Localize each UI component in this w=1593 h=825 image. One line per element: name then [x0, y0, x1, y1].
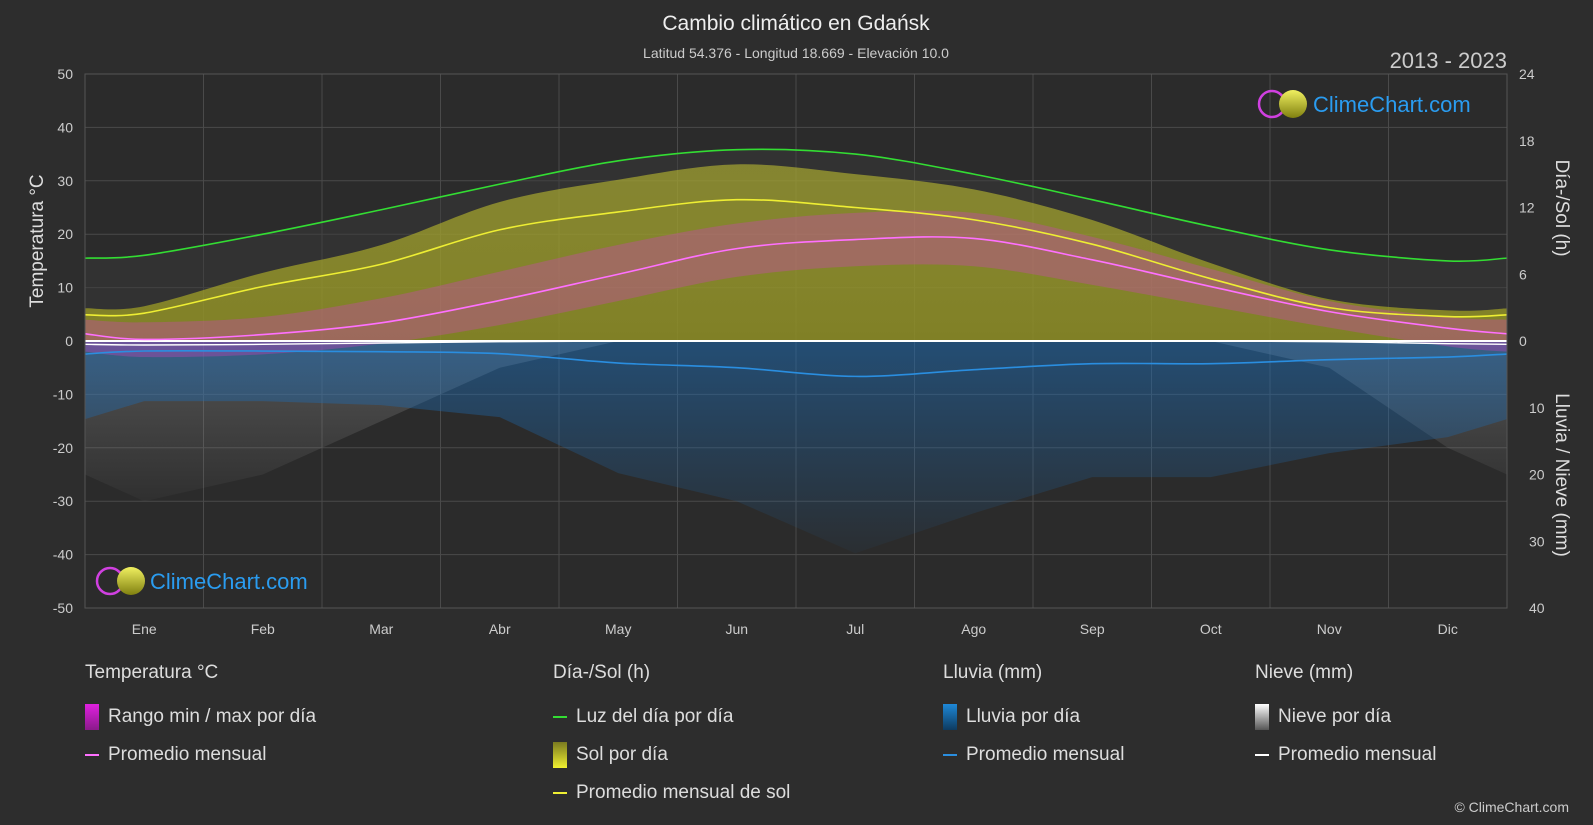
tick-label: 6: [1519, 266, 1527, 282]
rain-area: [85, 341, 1507, 554]
legend-group-snow: Nieve (mm) Nieve por día Promedio mensua…: [1255, 660, 1436, 774]
legend-item: Promedio mensual: [85, 736, 316, 774]
legend-swatch: [85, 754, 99, 756]
right-axis-hours-label: Día-/Sol (h): [1551, 159, 1572, 256]
legend: Temperatura °C Rango min / max por día P…: [0, 660, 1593, 810]
snow-avg-line: [84, 340, 1508, 346]
month-labels: Ene Feb Mar Abr May Jun Jul Ago Sep Oct Nov Dic: [132, 621, 1458, 637]
tick-label: 20: [57, 226, 73, 242]
legend-group-temperature: Temperatura °C Rango min / max por día P…: [85, 660, 316, 774]
legend-title: Temperatura °C: [85, 662, 219, 683]
legend-swatch: [553, 742, 567, 768]
tick-label: -40: [53, 547, 73, 563]
legend-title: Lluvia (mm): [943, 662, 1043, 683]
temperature-avg-line: [84, 236, 1508, 341]
right-axis-precip-ticks: 10 20 30 40: [1529, 400, 1545, 616]
tick-label: -20: [53, 440, 73, 456]
month-label: Sep: [1080, 621, 1105, 637]
legend-title: Nieve (mm): [1255, 662, 1354, 683]
legend-swatch: [943, 704, 957, 730]
brand-text-bottom: ClimeChart.com: [150, 569, 308, 594]
legend-label: Promedio mensual: [1278, 744, 1437, 765]
legend-label: Rango min / max por día: [108, 706, 317, 727]
legend-swatch: [85, 704, 99, 730]
legend-swatch: [553, 716, 567, 718]
month-label: Ago: [961, 621, 986, 637]
legend-group-daylight-sun: Día-/Sol (h) Luz del día por día Sol por…: [553, 660, 790, 812]
sun-area: [85, 164, 1507, 341]
month-label: Abr: [489, 621, 511, 637]
chart-title: Cambio climático en Gdańsk: [662, 12, 930, 35]
legend-swatch: [1255, 754, 1269, 756]
tick-label: 20: [1529, 467, 1545, 483]
tick-label: 18: [1519, 133, 1535, 149]
legend-swatch: [943, 754, 957, 756]
tick-label: 30: [1529, 533, 1545, 549]
legend-item: Lluvia por día: [943, 698, 1124, 736]
legend-label: Luz del día por día: [576, 706, 734, 727]
tick-label: 0: [1519, 333, 1527, 349]
month-label: Nov: [1317, 621, 1342, 637]
tick-label: 24: [1519, 66, 1535, 82]
tick-label: -30: [53, 493, 73, 509]
right-axis-hours-ticks: 24 18 12 6 0: [1519, 66, 1535, 349]
brand-text-top: ClimeChart.com: [1313, 92, 1471, 117]
legend-item: Promedio mensual: [943, 736, 1124, 774]
month-label: Jun: [725, 621, 748, 637]
temp-range-area: [85, 210, 1507, 358]
logo-sun-icon: [1279, 90, 1307, 118]
legend-item: Promedio mensual de sol: [553, 774, 790, 812]
rain-avg-line: [84, 349, 1508, 378]
tick-label: 12: [1519, 200, 1535, 216]
brand-logo-top: ClimeChart.com: [1257, 89, 1471, 119]
year-range: 2013 - 2023: [1390, 48, 1507, 73]
legend-title: Día-/Sol (h): [553, 662, 651, 683]
legend-label: Lluvia por día: [966, 706, 1081, 727]
logo-sun-icon: [117, 567, 145, 595]
legend-item: Luz del día por día: [553, 698, 790, 736]
month-label: May: [605, 621, 631, 637]
climate-chart: Cambio climático en Gdańsk Latitud 54.37…: [27, 12, 1572, 637]
tick-label: 0: [65, 333, 73, 349]
plot-border: [84, 73, 1508, 609]
legend-label: Sol por día: [576, 744, 668, 765]
daylight-line: [84, 148, 1508, 262]
copyright: © ClimeChart.com: [1454, 799, 1569, 815]
plot-area: [84, 73, 1508, 609]
month-label: Jul: [846, 621, 864, 637]
left-axis-ticks: 50 40 30 20 10 0 -10 -20 -30 -40 -50: [53, 66, 73, 616]
legend-swatch: [1255, 704, 1269, 730]
legend-swatch: [553, 792, 567, 794]
tick-label: 40: [1529, 600, 1545, 616]
tick-label: 40: [57, 119, 73, 135]
tick-label: 30: [57, 173, 73, 189]
legend-item: Nieve por día: [1255, 698, 1436, 736]
tick-label: 10: [1529, 400, 1545, 416]
month-label: Dic: [1438, 621, 1458, 637]
legend-item: Promedio mensual: [1255, 736, 1436, 774]
tick-label: 50: [57, 66, 73, 82]
month-label: Oct: [1200, 621, 1222, 637]
chart-subtitle: Latitud 54.376 - Longitud 18.669 - Eleva…: [643, 45, 949, 61]
legend-label: Nieve por día: [1278, 706, 1392, 727]
legend-label: Promedio mensual de sol: [576, 782, 791, 803]
tick-label: 10: [57, 280, 73, 296]
legend-label: Promedio mensual: [108, 744, 267, 765]
sunshine-avg-line: [84, 198, 1508, 318]
tick-label: -10: [53, 386, 73, 402]
right-axis-precip-label: Lluvia / Nieve (mm): [1551, 393, 1572, 557]
month-label: Ene: [132, 621, 157, 637]
month-label: Mar: [369, 621, 393, 637]
legend-label: Promedio mensual: [966, 744, 1125, 765]
legend-item: Sol por día: [553, 736, 790, 774]
legend-group-rain: Lluvia (mm) Lluvia por día Promedio mens…: [943, 660, 1124, 774]
month-label: Feb: [251, 621, 275, 637]
legend-item: Rango min / max por día: [85, 698, 316, 736]
tick-label: -50: [53, 600, 73, 616]
left-axis-label: Temperatura °C: [27, 174, 48, 307]
brand-logo-bottom: ClimeChart.com: [95, 566, 308, 596]
